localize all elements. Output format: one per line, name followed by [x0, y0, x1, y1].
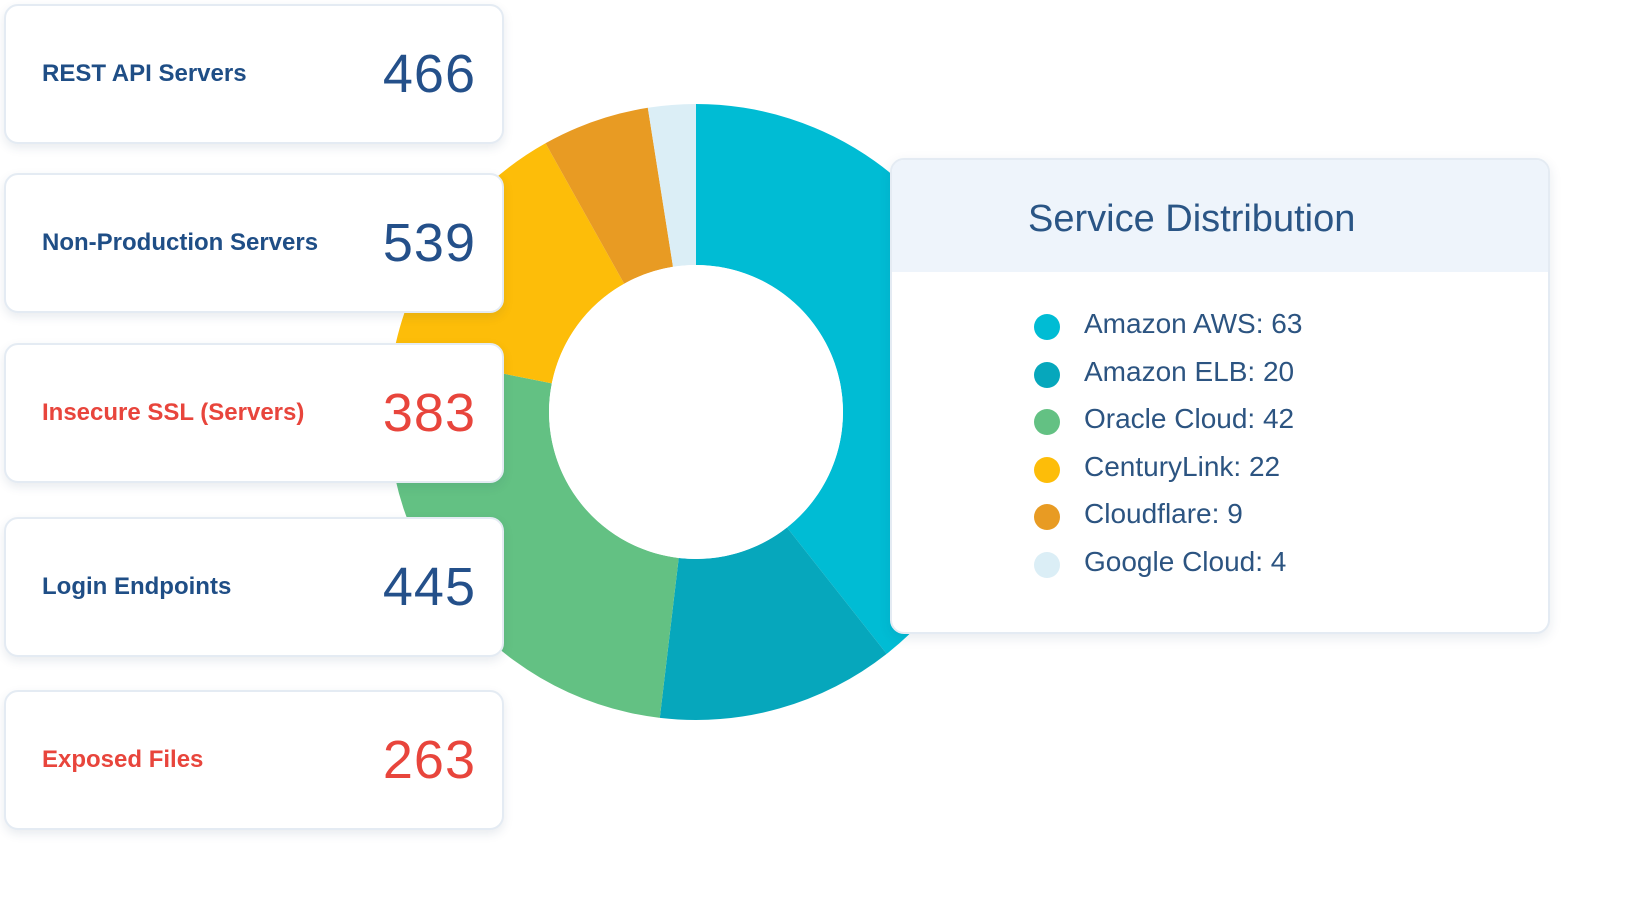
legend-series-name: CenturyLink — [1084, 450, 1234, 482]
legend-swatch-icon — [1034, 409, 1060, 436]
stat-card-label: Exposed Files — [42, 746, 204, 773]
legend-label: Google Cloud: 4 — [1084, 545, 1287, 577]
stat-card-exposed-files[interactable]: Exposed Files 263 — [4, 690, 504, 830]
stat-card-value: 445 — [382, 557, 476, 617]
legend-label: Cloudflare: 9 — [1084, 498, 1243, 530]
legend-series-name: Amazon AWS — [1084, 308, 1256, 339]
donut-slice[interactable] — [647, 104, 696, 267]
donut-hole — [549, 265, 843, 559]
stat-card-label: Insecure SSL (Servers) — [42, 399, 305, 426]
stat-card-label: Non-Production Servers — [42, 229, 319, 256]
donut-slice[interactable] — [545, 107, 674, 284]
legend-label: Oracle Cloud: 42 — [1084, 403, 1295, 435]
stat-card-rest-api-servers[interactable]: REST API Servers 466 — [4, 4, 504, 144]
legend-series-value: 20 — [1262, 355, 1295, 387]
legend-swatch-icon — [1034, 361, 1060, 388]
legend-swatch-icon — [1034, 551, 1060, 578]
stat-card-value: 263 — [382, 730, 476, 790]
legend-series-value: 22 — [1248, 450, 1281, 482]
legend-series-value: 42 — [1262, 403, 1295, 435]
legend-series-name: Amazon ELB — [1084, 355, 1248, 387]
legend-swatch-icon — [1034, 314, 1060, 340]
legend-header: Service Distribution — [892, 160, 1548, 272]
legend-panel: Service Distribution Amazon AWS: 63 Amazo… — [890, 158, 1550, 634]
legend-series-value: 63 — [1271, 308, 1303, 339]
legend-series-value: 9 — [1227, 498, 1243, 530]
stat-card-value: 383 — [382, 383, 476, 443]
stat-card-label: Login Endpoints — [42, 573, 232, 600]
stat-card-value: 466 — [382, 44, 476, 104]
legend-series-name: Oracle Cloud — [1084, 403, 1248, 435]
legend-label: CenturyLink: 22 — [1084, 450, 1281, 482]
legend-title: Service Distribution — [1028, 198, 1356, 240]
legend-series-value: 4 — [1270, 545, 1287, 577]
stat-card-non-production-servers[interactable]: Non-Production Servers 539 — [4, 173, 504, 313]
legend-swatch-icon — [1034, 504, 1060, 531]
legend-label: Amazon ELB: 20 — [1084, 355, 1295, 387]
stat-card-value: 539 — [382, 213, 476, 273]
legend-label: Amazon AWS: 63 — [1084, 308, 1303, 339]
donut-slice[interactable] — [393, 143, 625, 384]
stat-card-login-endpoints[interactable]: Login Endpoints 445 — [4, 517, 504, 657]
stat-card-label: REST API Servers — [42, 60, 247, 87]
legend-series-name: Google Cloud — [1084, 545, 1256, 577]
legend-series-name: Cloudflare — [1084, 498, 1212, 530]
donut-slice[interactable] — [659, 527, 887, 721]
legend-swatch-icon — [1034, 456, 1060, 483]
stat-card-insecure-ssl[interactable]: Insecure SSL (Servers) 383 — [4, 343, 504, 483]
